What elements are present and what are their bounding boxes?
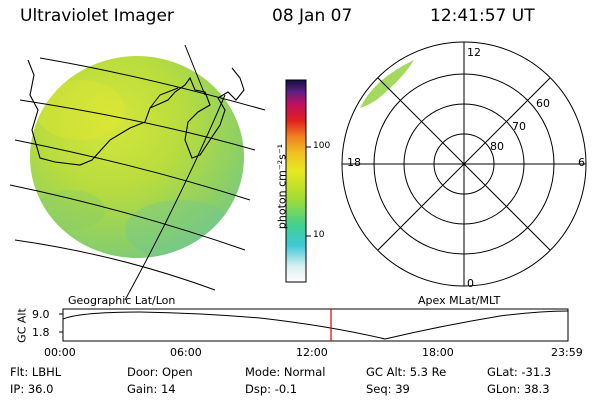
status-glat: GLat: -31.3: [487, 365, 552, 379]
mlt-label-6: 6: [578, 156, 585, 169]
colorbar-tick-100: 100: [313, 141, 331, 151]
mlat-label-60: 60: [536, 97, 550, 110]
altitude-curve: [62, 310, 569, 340]
globe-disk: [30, 56, 244, 258]
status-seq: Seq: 39: [366, 382, 410, 396]
status-gain: Gain: 14: [127, 382, 176, 396]
status-gc-alt: GC Alt: 5.3 Re: [366, 365, 447, 379]
mlat-label-80: 80: [490, 140, 504, 153]
mlat-label-70: 70: [512, 120, 526, 133]
apex-label: Apex MLat/MLT: [418, 294, 501, 307]
instrument-title: Ultraviolet Imager: [20, 6, 174, 26]
xtick-1200: 12:00: [296, 346, 328, 359]
mlt-label-12: 12: [467, 46, 481, 59]
xtick-0000: 00:00: [44, 346, 76, 359]
xtick-0600: 06:00: [170, 346, 202, 359]
mlt-label-0: 0: [467, 277, 474, 290]
mlt-label-18: 18: [347, 156, 361, 169]
xtick-2359: 23:59: [551, 346, 583, 359]
status-ip: IP: 36.0: [10, 382, 54, 396]
altitude-strip-frame: [62, 308, 569, 342]
alt-tick-1-8: 1.8: [32, 326, 50, 339]
colorbar-tick-10: 10: [313, 230, 325, 240]
polar-emission-patch: [360, 60, 414, 108]
status-dsp: Dsp: -0.1: [245, 382, 298, 396]
status-flt: Flt: LBHL: [10, 365, 62, 379]
alt-tick-9: 9.0: [32, 308, 50, 321]
colorbar-scale: [285, 79, 307, 283]
xtick-1800: 18:00: [422, 346, 454, 359]
date-label: 08 Jan 07: [272, 6, 353, 26]
time-label: 12:41:57 UT: [430, 6, 535, 26]
status-glon: GLon: 38.3: [487, 382, 550, 396]
status-door: Door: Open: [127, 365, 193, 379]
coastline: [27, 59, 245, 166]
status-mode: Mode: Normal: [245, 365, 326, 379]
geographic-label: Geographic Lat/Lon: [68, 294, 176, 307]
alt-axis-label: GC Alt: [15, 308, 29, 343]
